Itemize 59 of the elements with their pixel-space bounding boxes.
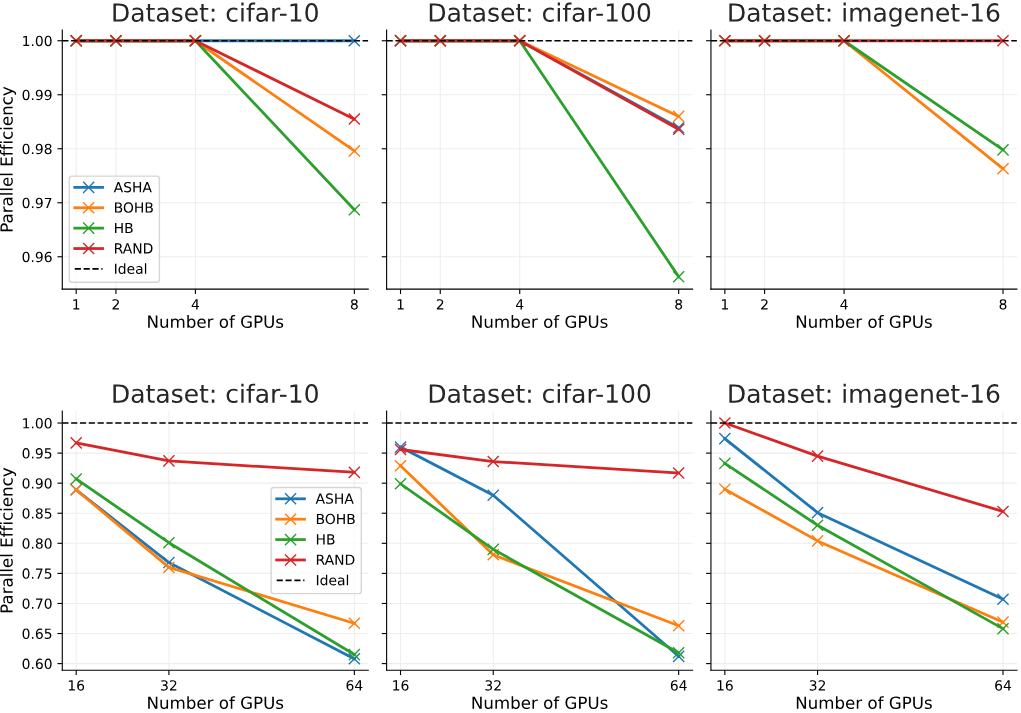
y-tick-label: 0.85: [22, 508, 52, 519]
y-tick-label: 0.98: [22, 143, 52, 155]
y-tick-label: 0.60: [22, 658, 52, 670]
legend-label: Ideal: [115, 263, 147, 274]
chart-title: Dataset: cifar-10: [113, 383, 318, 404]
y-tick-label: 0.75: [22, 568, 52, 579]
y-tick-label: 0.65: [22, 628, 52, 640]
x-axis-title: Number of GPUs: [796, 696, 932, 710]
chart-title: Dataset: cifar-100: [429, 383, 651, 404]
y-tick-label: 0.80: [22, 538, 52, 549]
legend-label: HB: [115, 222, 133, 234]
legend-label: HB: [316, 534, 335, 545]
x-tick-label: 4: [191, 299, 200, 310]
x-tick-label: 64: [346, 680, 363, 691]
x-axis-title: Number of GPUs: [472, 696, 608, 710]
legend-label: RAND: [316, 554, 355, 565]
x-tick-label: 8: [350, 299, 358, 310]
y-axis-title: Parallel Efficiency: [0, 86, 17, 232]
x-tick-label: 64: [670, 680, 687, 691]
legend-label: BOHB: [316, 513, 355, 525]
y-tick-label: 0.99: [22, 89, 52, 101]
x-axis-title: Number of GPUs: [148, 315, 284, 329]
chart-title: Dataset: cifar-100: [429, 2, 651, 22]
y-axis-title: Parallel Efficiency: [0, 467, 17, 613]
chart-title: Dataset: cifar-10: [113, 2, 318, 22]
y-tick-label: 1.00: [23, 35, 52, 47]
legend-label: ASHA: [113, 181, 152, 193]
x-tick-label: 32: [809, 680, 826, 691]
x-tick-label: 16: [717, 680, 733, 691]
x-tick-label: 32: [485, 680, 501, 691]
y-tick-label: 1.00: [23, 418, 52, 429]
x-axis-title: Number of GPUs: [472, 315, 608, 329]
x-tick-label: 16: [68, 680, 85, 691]
x-tick-label: 4: [515, 299, 524, 310]
x-tick-label: 16: [393, 680, 409, 691]
x-tick-label: 1: [397, 299, 404, 310]
chart-title: Dataset: imagenet-16: [729, 383, 1000, 408]
chart-title: Dataset: imagenet-16: [729, 2, 1000, 27]
x-tick-label: 32: [161, 680, 177, 691]
x-tick-label: 2: [436, 299, 444, 310]
x-axis-title: Number of GPUs: [148, 696, 284, 710]
legend-label: Ideal: [316, 574, 349, 586]
y-tick-label: 0.95: [22, 448, 52, 459]
legend-label: ASHA: [315, 493, 354, 504]
x-tick-label: 4: [840, 299, 848, 310]
x-tick-label: 2: [112, 299, 119, 310]
x-tick-label: 1: [73, 299, 80, 310]
legend-label: BOHB: [115, 202, 153, 213]
x-tick-label: 2: [761, 299, 768, 310]
x-axis-title: Number of GPUs: [796, 315, 932, 329]
y-tick-label: 0.97: [22, 197, 52, 209]
x-tick-label: 8: [999, 299, 1007, 310]
legend-label: RAND: [115, 243, 153, 254]
x-tick-label: 8: [675, 299, 683, 310]
x-tick-label: 64: [995, 680, 1012, 691]
x-tick-label: 1: [721, 299, 728, 310]
y-tick-label: 0.90: [22, 478, 52, 489]
y-tick-label: 0.96: [22, 251, 52, 263]
y-tick-label: 0.70: [22, 598, 52, 609]
